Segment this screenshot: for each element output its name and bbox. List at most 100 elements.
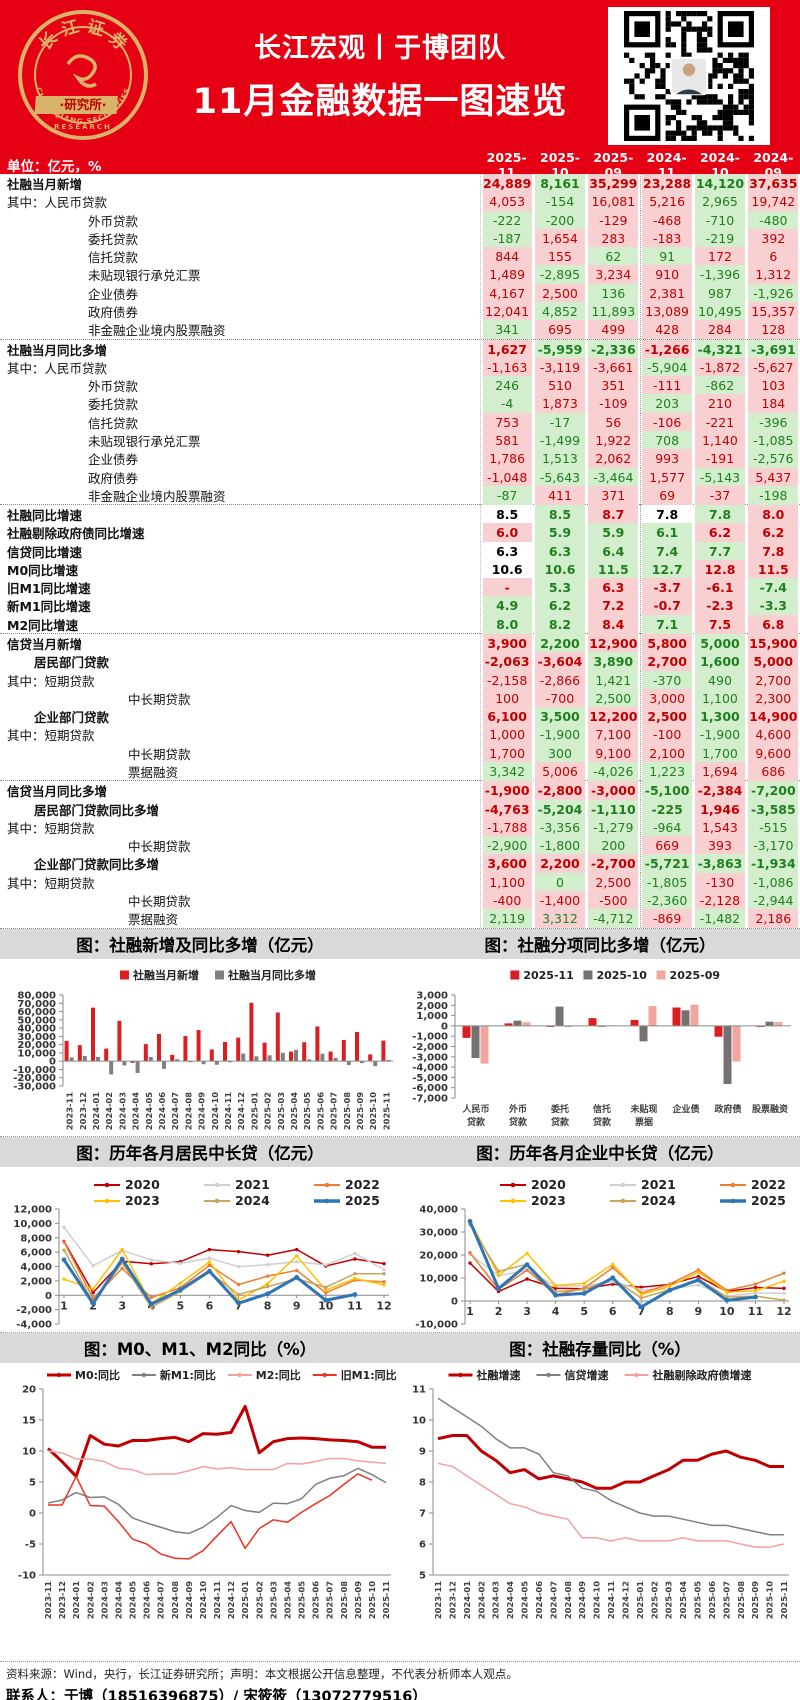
table-cell: 62 xyxy=(587,247,640,267)
table-cell: 2,062 xyxy=(587,449,640,469)
table-cell: 4,852 xyxy=(533,301,586,321)
table-cell: -370 xyxy=(639,670,693,690)
table-cell: 10.6 xyxy=(480,559,533,579)
svg-text:2025-09: 2025-09 xyxy=(355,1091,365,1129)
svg-text:信贷增速: 信贷增速 xyxy=(565,1367,609,1381)
table-cell: 392 xyxy=(747,228,800,248)
table-cell: -2,866 xyxy=(533,670,586,690)
svg-text:2025-05: 2025-05 xyxy=(297,1580,307,1618)
table-cell: 1,100 xyxy=(480,872,533,892)
table-cell: 10.6 xyxy=(533,559,586,579)
svg-text:2024-07: 2024-07 xyxy=(548,1580,558,1618)
row-label: 信贷当月同比多增 xyxy=(7,784,108,800)
table-row: 社融当月新增 24,889 8,161 35,299 23,288 14,120 37,63… xyxy=(0,174,800,193)
table-cell: -2,900 xyxy=(480,836,533,856)
svg-text:票据: 票据 xyxy=(635,1116,653,1128)
table-cell: 3,342 xyxy=(480,762,533,781)
chartC2: 图：社融存量同比（%） 11 10 9 8 7 6 5 2023-11 2023-12 2024-0… xyxy=(400,1332,800,1661)
table-cell: -3,661 xyxy=(587,357,640,377)
table-cell: 200 xyxy=(587,836,640,856)
svg-text:8: 8 xyxy=(666,1305,674,1318)
svg-text:2024-09: 2024-09 xyxy=(197,1091,207,1129)
table-cell: 393 xyxy=(693,836,746,856)
table-row: 企业部门贷款 6,100 3,500 12,200 2,500 1,300 14,900 xyxy=(0,707,800,727)
svg-text:2024-01: 2024-01 xyxy=(462,1580,472,1618)
table-cell: 5,000 xyxy=(693,634,746,654)
row-label: 中长期贷款 xyxy=(128,893,191,909)
svg-text:未贴现: 未贴现 xyxy=(629,1103,657,1115)
row-label: 中长期贷款 xyxy=(128,691,191,707)
table-row: 企业部门贷款同比多增 3,600 2,200 -2,700 -5,721 -3,863 -1… xyxy=(0,854,800,874)
table-cell: 669 xyxy=(639,836,693,856)
row-label: 其中：短期贷款 xyxy=(7,728,95,744)
svg-text:社融增速: 社融增速 xyxy=(476,1367,521,1381)
svg-text:2025-07: 2025-07 xyxy=(325,1580,335,1618)
table-cell: -2,336 xyxy=(587,339,640,359)
table-cell: 910 xyxy=(639,265,693,285)
table-cell: -221 xyxy=(693,412,746,432)
svg-text:15: 15 xyxy=(22,1415,36,1426)
svg-text:贷款: 贷款 xyxy=(551,1116,570,1128)
svg-text:2024-05: 2024-05 xyxy=(128,1580,138,1618)
row-label: M0同比增速 xyxy=(7,562,79,578)
svg-text:10: 10 xyxy=(318,1299,334,1312)
row-label: 其中：短期贷款 xyxy=(7,673,95,689)
svg-text:2023: 2023 xyxy=(531,1193,566,1208)
svg-text:10,000: 10,000 xyxy=(419,1273,458,1284)
svg-text:2023: 2023 xyxy=(125,1193,160,1208)
table-row: 外币贷款 -222 -200 -129 -468 -710 -480 xyxy=(0,210,800,230)
svg-text:2024-04: 2024-04 xyxy=(131,1091,141,1129)
table-cell: 2,500 xyxy=(533,283,586,303)
svg-text:2025-04: 2025-04 xyxy=(282,1580,292,1618)
svg-text:2024-12: 2024-12 xyxy=(620,1580,630,1618)
table-cell: 695 xyxy=(533,320,586,340)
svg-text:-20,000: -20,000 xyxy=(13,1073,56,1084)
table-cell: -191 xyxy=(693,449,746,469)
table-cell: 1,100 xyxy=(693,688,746,708)
table-row: 未贴现银行承兑汇票 1,489 -2,895 3,234 910 -1,396 1,312 xyxy=(0,265,800,285)
table-cell: 8.0 xyxy=(480,614,533,634)
table-cell: -4 xyxy=(480,394,533,414)
chart-title: 图：社融新增及同比多增（亿元） xyxy=(0,928,400,959)
svg-text:3: 3 xyxy=(118,1299,126,1312)
svg-text:2025-06: 2025-06 xyxy=(315,1091,325,1129)
table-cell: -219 xyxy=(693,228,746,248)
table-cell: -87 xyxy=(480,485,533,505)
svg-text:30,000: 30,000 xyxy=(17,1031,56,1042)
svg-text:2024-11: 2024-11 xyxy=(606,1580,616,1618)
table-cell: 1,489 xyxy=(480,265,533,285)
svg-text:4,000: 4,000 xyxy=(20,1262,52,1273)
table-cell: -111 xyxy=(639,376,693,396)
svg-text:2025-11: 2025-11 xyxy=(381,1580,391,1618)
svg-text:-2,000: -2,000 xyxy=(412,1042,448,1053)
table-cell: -7,200 xyxy=(747,781,800,801)
svg-text:7: 7 xyxy=(419,1508,426,1519)
svg-text:2025-02: 2025-02 xyxy=(254,1580,264,1618)
chart-title: 图：M0、M1、M2同比（%） xyxy=(0,1332,400,1363)
table-cell: 428 xyxy=(639,320,693,340)
svg-text:2024-11: 2024-11 xyxy=(212,1580,222,1618)
table-cell: 7.8 xyxy=(747,541,800,561)
svg-text:9: 9 xyxy=(695,1305,703,1318)
svg-text:20,000: 20,000 xyxy=(17,1040,56,1051)
table-cell: 5,000 xyxy=(747,652,800,672)
table-cell: 1,694 xyxy=(693,762,746,781)
svg-text:2024-11: 2024-11 xyxy=(223,1091,233,1129)
svg-text:2025-01: 2025-01 xyxy=(635,1580,645,1618)
svg-text:8,000: 8,000 xyxy=(20,1233,52,1244)
svg-text:7: 7 xyxy=(637,1305,645,1318)
svg-text:2024-03: 2024-03 xyxy=(491,1580,501,1618)
table-cell: -500 xyxy=(587,890,640,910)
table-cell: -5,904 xyxy=(639,357,693,377)
table-cell: -1,085 xyxy=(747,430,800,450)
table-cell: 128 xyxy=(747,320,800,340)
table-cell: -4,026 xyxy=(587,762,640,781)
table-row: 非金融企业境内股票融资 -87 411 371 69 -37 -198 xyxy=(0,485,800,505)
row-label: 中长期贷款 xyxy=(128,839,191,855)
svg-text:20,000: 20,000 xyxy=(419,1250,458,1261)
table-cell: -130 xyxy=(693,872,746,892)
table-cell: -1,499 xyxy=(533,430,586,450)
svg-text:股票融资: 股票融资 xyxy=(752,1103,788,1115)
svg-text:2023-11: 2023-11 xyxy=(433,1580,443,1618)
